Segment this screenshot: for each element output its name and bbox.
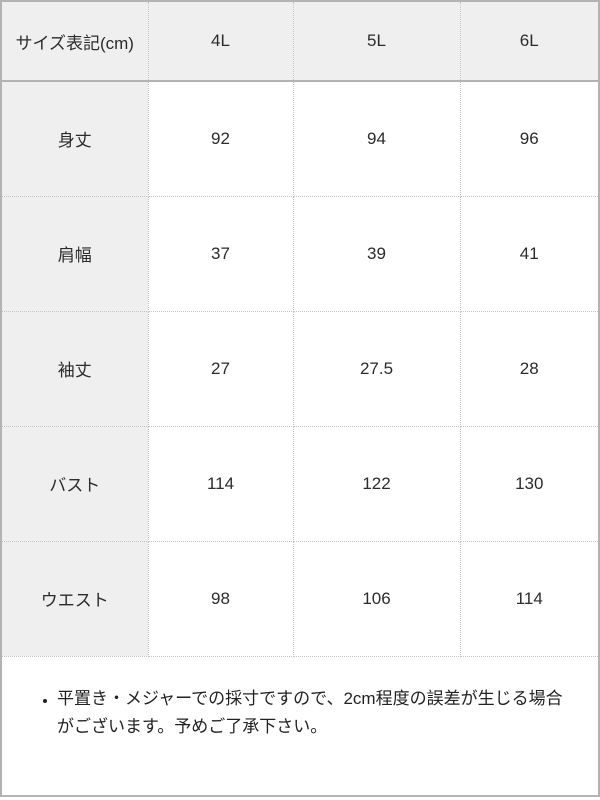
header-size-4l: 4L — [147, 0, 294, 82]
cell-value: 98 — [147, 540, 294, 657]
cell-value: 92 — [147, 80, 294, 197]
table-row-waist: ウエスト 98 106 114 — [0, 540, 600, 657]
cell-value: 94 — [292, 80, 461, 197]
row-label: 袖丈 — [0, 310, 149, 427]
table-row-shoulder-width: 肩幅 37 39 41 — [0, 195, 600, 312]
cell-value: 114 — [459, 540, 600, 657]
cell-value: 122 — [292, 425, 461, 542]
row-label: 肩幅 — [0, 195, 149, 312]
table-row-body-length: 身丈 92 94 96 — [0, 80, 600, 197]
row-label: 身丈 — [0, 80, 149, 197]
measurement-note-list: 平置き・メジャーでの採寸ですので、2cm程度の誤差が生じる場合がございます。予め… — [57, 685, 578, 741]
cell-value: 96 — [459, 80, 600, 197]
row-label: ウエスト — [0, 540, 149, 657]
table-header-row: サイズ表記(cm) 4L 5L 6L — [0, 0, 600, 82]
cell-value: 130 — [459, 425, 600, 542]
header-size-label: サイズ表記(cm) — [0, 0, 149, 82]
cell-value: 39 — [292, 195, 461, 312]
header-size-6l: 6L — [459, 0, 600, 82]
measurement-note: 平置き・メジャーでの採寸ですので、2cm程度の誤差が生じる場合がございます。予め… — [57, 685, 578, 741]
cell-value: 27 — [147, 310, 294, 427]
cell-value: 37 — [147, 195, 294, 312]
cell-value: 41 — [459, 195, 600, 312]
cell-value: 28 — [459, 310, 600, 427]
header-size-5l: 5L — [292, 0, 461, 82]
table-note-row: 平置き・メジャーでの採寸ですので、2cm程度の誤差が生じる場合がございます。予め… — [0, 655, 600, 796]
cell-value: 114 — [147, 425, 294, 542]
cell-value: 106 — [292, 540, 461, 657]
table-row-sleeve-length: 袖丈 27 27.5 28 — [0, 310, 600, 427]
cell-value: 27.5 — [292, 310, 461, 427]
note-cell: 平置き・メジャーでの採寸ですので、2cm程度の誤差が生じる場合がございます。予め… — [0, 655, 600, 796]
table-row-bust: バスト 114 122 130 — [0, 425, 600, 542]
row-label: バスト — [0, 425, 149, 542]
